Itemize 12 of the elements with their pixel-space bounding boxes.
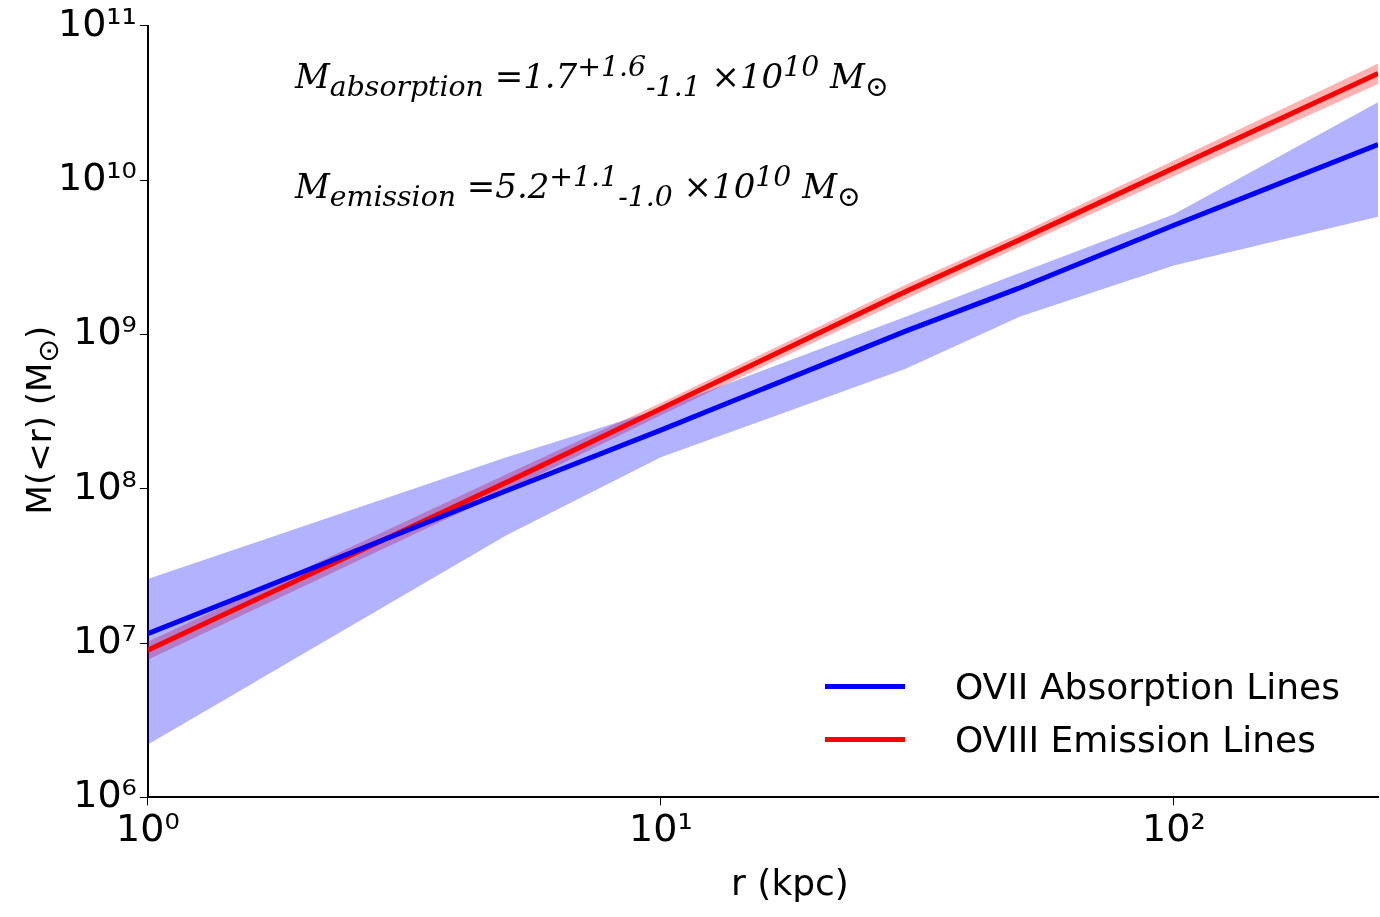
y-tick-label: 10⁸ <box>73 463 137 508</box>
text: M$_{emission}$ =5.2$^{+1.1}$$_{-1.0}$ ×10$^{10}$ M$_{⊙}$ <box>295 160 861 214</box>
y-tick-label: 10⁹ <box>73 309 137 354</box>
legend-label: OVIII Emission Lines <box>954 719 1316 760</box>
legend-label: OVII Absorption Lines <box>954 666 1340 707</box>
x-tick-label: 10² <box>1142 806 1206 851</box>
x-axis-title: r (kpc) <box>731 862 849 903</box>
y-tick-label: 10¹¹ <box>57 0 137 45</box>
y-tick-label: 10⁷ <box>73 617 137 662</box>
text: M$_{absorption}$ =1.7$^{+1.6}$$_{-1.1}$ ×10$^{10}$ M$_{⊙}$ <box>295 50 889 104</box>
x-tick-label: 10¹ <box>629 806 693 851</box>
y-tick-label: 10¹⁰ <box>57 154 137 199</box>
